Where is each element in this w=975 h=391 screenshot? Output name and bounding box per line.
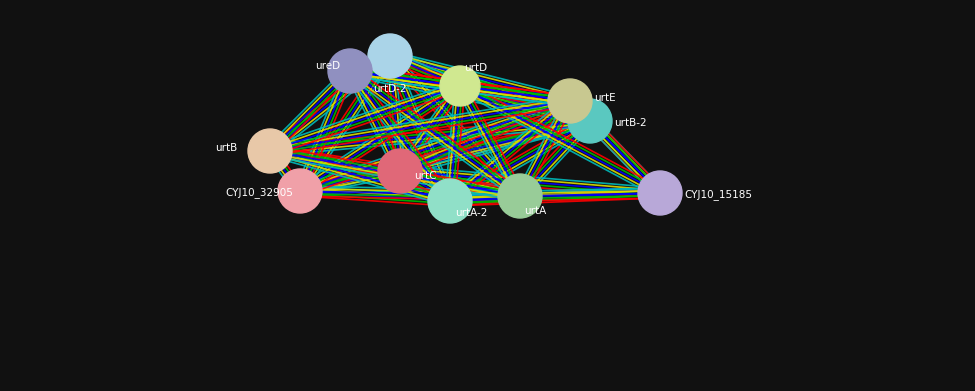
Circle shape [428,179,472,223]
Text: urtB-2: urtB-2 [614,118,646,128]
Text: urtB: urtB [215,143,237,153]
Circle shape [498,174,542,218]
Circle shape [440,66,480,106]
Text: urtC: urtC [414,171,437,181]
Text: CYJ10_32905: CYJ10_32905 [225,188,292,199]
Circle shape [378,149,422,193]
Circle shape [368,34,412,78]
Circle shape [328,49,372,93]
Text: urtE: urtE [594,93,615,103]
Text: CYJ10_15185: CYJ10_15185 [684,190,752,201]
Circle shape [548,79,592,123]
Text: urtA: urtA [524,206,546,216]
Text: urtD-2: urtD-2 [373,84,407,94]
Circle shape [638,171,682,215]
Circle shape [568,99,612,143]
Text: urtA-2: urtA-2 [455,208,488,218]
Circle shape [248,129,292,173]
Text: ureD: ureD [315,61,340,71]
Text: urtD: urtD [464,63,488,73]
Circle shape [278,169,322,213]
